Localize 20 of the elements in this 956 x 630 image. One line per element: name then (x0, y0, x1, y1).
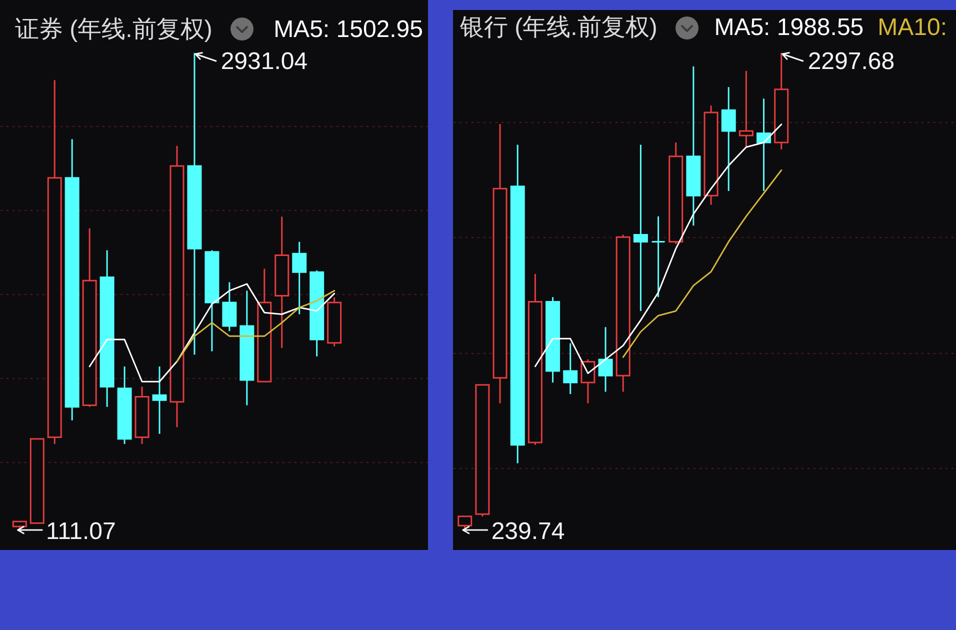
candlestick (292, 241, 307, 316)
chart-title: 银行 (年线.前复权) (459, 14, 658, 41)
annotation: 239.74 (491, 518, 565, 545)
text: 2297.68 (808, 48, 895, 75)
candlestick (563, 342, 578, 395)
candlestick (721, 86, 736, 192)
candlestick (580, 358, 596, 404)
candlestick (633, 144, 648, 312)
text: MA10: (878, 14, 948, 41)
candlestick (651, 216, 666, 298)
candlestick (458, 516, 472, 529)
candlestick (222, 282, 237, 332)
text: MA5: 1988.55 (714, 14, 864, 41)
candlestick (738, 70, 754, 148)
candlestick (598, 326, 613, 393)
chart-title: 证券 (年线.前复权) (15, 16, 212, 43)
candlestick (152, 366, 167, 435)
annotation: 2931.04 (220, 48, 308, 75)
annotation: 111.07 (46, 518, 116, 545)
text: MA5: 1502.95 (274, 16, 423, 43)
